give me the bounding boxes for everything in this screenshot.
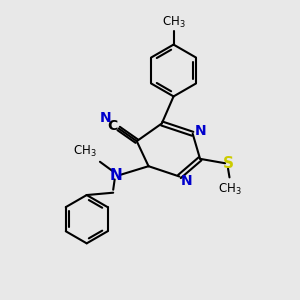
Text: N: N <box>100 111 111 125</box>
Text: CH$_3$: CH$_3$ <box>73 144 97 159</box>
Text: CH$_3$: CH$_3$ <box>218 182 241 197</box>
Text: N: N <box>110 167 122 182</box>
Text: N: N <box>195 124 206 138</box>
Text: S: S <box>223 156 233 171</box>
Text: N: N <box>181 174 193 188</box>
Text: CH$_3$: CH$_3$ <box>162 15 185 30</box>
Text: C: C <box>107 119 117 133</box>
